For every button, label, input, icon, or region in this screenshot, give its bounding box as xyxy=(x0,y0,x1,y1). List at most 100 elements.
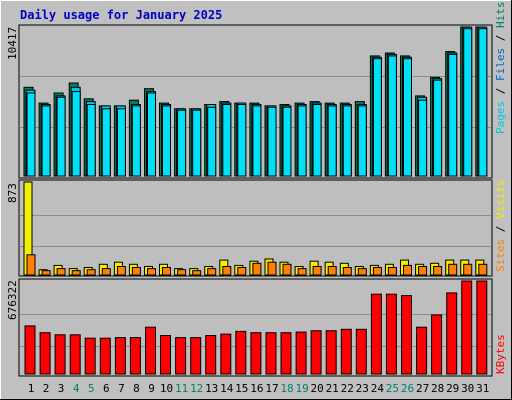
bar-kbytes-day-12 xyxy=(190,337,202,375)
bar-pages-day-15 xyxy=(237,104,247,177)
x-tick-label: 9 xyxy=(148,382,155,395)
bar-sites-day-22 xyxy=(342,267,352,276)
x-tick-label: 15 xyxy=(235,382,248,395)
bar-kbytes-day-31 xyxy=(476,280,488,375)
bar-sites-day-28 xyxy=(433,266,443,276)
bar-kbytes-day-27 xyxy=(416,326,428,375)
x-tick-label: 10 xyxy=(160,382,173,395)
bar-kbytes-day-15 xyxy=(235,330,247,375)
legend-separator: / xyxy=(494,226,507,233)
bar-pages-day-7 xyxy=(116,108,126,177)
x-tick-label: 11 xyxy=(175,382,188,395)
bar-sites-day-2 xyxy=(41,270,51,276)
bar-pages-day-21 xyxy=(327,105,337,177)
bar-pages-day-6 xyxy=(101,108,111,177)
bar-sites-day-25 xyxy=(387,267,397,276)
x-tick-label: 13 xyxy=(205,382,218,395)
bar-kbytes-day-25 xyxy=(385,293,397,375)
bar-kbytes-day-13 xyxy=(205,335,217,375)
bar-pages-day-12 xyxy=(192,109,202,177)
bar-sites-day-26 xyxy=(403,264,412,276)
x-tick-label: 22 xyxy=(341,382,354,395)
bar-sites-day-11 xyxy=(177,269,187,276)
x-tick-label: 30 xyxy=(461,382,474,395)
x-tick-label: 12 xyxy=(190,382,203,395)
bar-pages-day-19 xyxy=(297,105,307,177)
bar-sites-day-12 xyxy=(192,270,202,276)
bar-sites-day-19 xyxy=(297,268,307,276)
bar-pages-day-2 xyxy=(41,105,51,177)
bar-kbytes-day-3 xyxy=(54,334,66,375)
legend-pages: Pages xyxy=(494,101,507,134)
bar-kbytes-day-19 xyxy=(295,331,307,375)
x-tick-label: 3 xyxy=(58,382,65,395)
bar-sites-day-14 xyxy=(222,266,232,276)
bar-pages-day-10 xyxy=(162,105,171,177)
bar-kbytes-day-4 xyxy=(69,334,81,375)
x-tick-label: 4 xyxy=(73,382,80,395)
x-tick-label: 16 xyxy=(250,382,263,395)
bar-sites-day-4 xyxy=(71,270,81,276)
bar-sites-day-29 xyxy=(448,263,458,276)
bar-pages-day-26 xyxy=(403,58,412,177)
bar-kbytes-day-1 xyxy=(24,325,36,375)
bar-sites-day-17 xyxy=(267,261,277,276)
bar-pages-day-14 xyxy=(222,104,232,177)
x-tick-label: 7 xyxy=(118,382,125,395)
bar-sites-day-9 xyxy=(147,268,156,276)
bar-kbytes-day-7 xyxy=(114,337,126,375)
x-axis-labels: 1 2 3 4 5 6 7 8 9 10 11 12 13 14 15 16 17 18 19 20 21 22 23 24 2… xyxy=(28,382,490,395)
bar-sites-day-21 xyxy=(327,266,337,276)
bar-pages-day-22 xyxy=(342,105,352,177)
bar-pages-day-9 xyxy=(147,92,156,177)
bar-sites-day-10 xyxy=(162,267,171,276)
bar-kbytes-day-14 xyxy=(220,333,232,375)
bar-kbytes-day-26 xyxy=(401,295,412,375)
bar-kbytes-day-23 xyxy=(355,328,367,375)
bar-pages-day-30 xyxy=(463,28,473,177)
x-tick-label: 20 xyxy=(310,382,323,395)
bar-sites-day-1 xyxy=(26,254,36,276)
bar-kbytes-day-24 xyxy=(370,293,382,375)
legend-separator: / xyxy=(494,35,507,42)
bar-kbytes-day-28 xyxy=(431,314,443,375)
legend-files: Files xyxy=(494,48,507,81)
bar-sites-day-6 xyxy=(101,268,111,276)
bar-pages-day-23 xyxy=(357,105,367,177)
x-tick-label: 27 xyxy=(416,382,429,395)
bar-pages-day-28 xyxy=(433,79,443,177)
bar-pages-day-20 xyxy=(312,104,322,177)
bar-kbytes-day-30 xyxy=(461,280,473,375)
x-tick-label: 23 xyxy=(356,382,369,395)
legend-visits-sites: Sites / Visits xyxy=(494,179,507,272)
chart-title: Daily usage for January 2025 xyxy=(20,8,222,22)
bar-kbytes-day-8 xyxy=(129,337,141,375)
bar-sites-day-13 xyxy=(207,268,217,276)
bar-sites-day-31 xyxy=(478,263,488,276)
panel-frames xyxy=(18,24,493,377)
x-tick-label: 17 xyxy=(265,382,278,395)
bar-sites-day-20 xyxy=(312,266,322,276)
bar-sites-day-5 xyxy=(86,269,96,276)
x-tick-label: 1 xyxy=(28,382,35,395)
x-tick-label: 5 xyxy=(88,382,95,395)
legend-visits: Visits xyxy=(494,179,507,219)
bar-pages-day-16 xyxy=(252,105,262,177)
x-tick-label: 2 xyxy=(43,382,50,395)
bar-pages-day-18 xyxy=(282,106,292,177)
bar-sites-day-7 xyxy=(116,266,126,276)
bar-pages-day-3 xyxy=(56,96,66,177)
legend-hits-files-pages: Pages / Files / Hits xyxy=(494,2,507,135)
bar-pages-day-11 xyxy=(177,109,187,177)
legend-kbytes: KBytes xyxy=(494,334,507,374)
panel-visits-sites xyxy=(18,179,493,277)
x-tick-label: 21 xyxy=(326,382,339,395)
bar-pages-day-31 xyxy=(478,28,488,177)
x-tick-label: 29 xyxy=(446,382,459,395)
bar-kbytes-day-2 xyxy=(39,332,51,375)
bar-kbytes-day-20 xyxy=(310,330,322,375)
bar-sites-day-16 xyxy=(252,262,262,276)
bar-sites-day-24 xyxy=(372,267,382,276)
legend-sites: Sites xyxy=(494,239,507,272)
